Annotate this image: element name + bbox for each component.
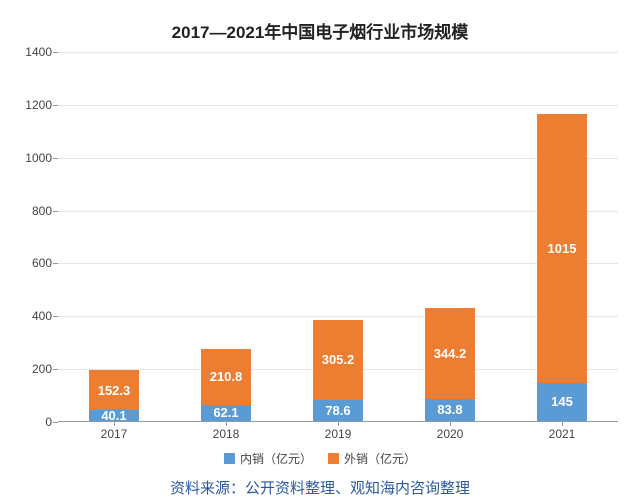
x-tick-label: 2019 xyxy=(325,421,352,441)
source-caption: 资料来源：公开资料整理、观知海内咨询整理 xyxy=(0,477,640,498)
bar-group: 1015 145 xyxy=(537,114,586,421)
y-tick-label: 200 xyxy=(32,362,58,376)
bar-segment-export: 1015 xyxy=(537,114,586,382)
bar-segment-export: 344.2 xyxy=(425,308,474,399)
legend: 内销（亿元） 外销（亿元） xyxy=(0,450,640,467)
legend-swatch xyxy=(224,453,235,464)
bar-value-label: 152.3 xyxy=(98,383,131,398)
grid-line xyxy=(58,263,618,264)
bar-group: 152.3 40.1 xyxy=(89,370,138,421)
legend-swatch xyxy=(328,453,339,464)
bar-segment-export: 152.3 xyxy=(89,370,138,410)
bar-value-label: 344.2 xyxy=(434,346,467,361)
bar-segment-domestic: 145 xyxy=(537,383,586,421)
bar-group: 210.8 62.1 xyxy=(201,349,250,421)
grid-line xyxy=(58,211,618,212)
y-tick-label: 600 xyxy=(32,256,58,270)
bar-segment-export: 210.8 xyxy=(201,349,250,405)
y-tick-label: 800 xyxy=(32,204,58,218)
grid-line xyxy=(58,52,618,53)
grid-line xyxy=(58,158,618,159)
bar-value-label: 78.6 xyxy=(325,403,350,418)
y-tick-label: 400 xyxy=(32,309,58,323)
chart-title: 2017—2021年中国电子烟行业市场规模 xyxy=(18,18,622,43)
legend-item-export: 外销（亿元） xyxy=(328,450,416,467)
y-tick-label: 1400 xyxy=(25,45,58,59)
bar-segment-domestic: 83.8 xyxy=(425,399,474,421)
legend-label: 内销（亿元） xyxy=(240,450,312,467)
bar-value-label: 1015 xyxy=(548,241,577,256)
plot-area: 02004006008001000120014002017152.340.120… xyxy=(58,52,618,422)
bar-value-label: 210.8 xyxy=(210,369,243,384)
x-tick-label: 2017 xyxy=(101,421,128,441)
x-tick-label: 2020 xyxy=(437,421,464,441)
bar-segment-domestic: 78.6 xyxy=(313,400,362,421)
grid-line xyxy=(58,105,618,106)
bar-value-label: 145 xyxy=(551,394,573,409)
bar-segment-export: 305.2 xyxy=(313,320,362,401)
y-tick-label: 0 xyxy=(45,415,58,429)
x-tick-label: 2018 xyxy=(213,421,240,441)
legend-item-domestic: 内销（亿元） xyxy=(224,450,312,467)
bar-value-label: 40.1 xyxy=(101,408,126,423)
bar-segment-domestic: 40.1 xyxy=(89,410,138,421)
bar-value-label: 83.8 xyxy=(437,402,462,417)
bar-group: 305.2 78.6 xyxy=(313,320,362,421)
legend-label: 外销（亿元） xyxy=(344,450,416,467)
y-tick-label: 1200 xyxy=(25,98,58,112)
bar-group: 344.2 83.8 xyxy=(425,308,474,421)
x-tick-label: 2021 xyxy=(549,421,576,441)
chart-container: 2017—2021年中国电子烟行业市场规模 0 200 400 600 800 1000 1… xyxy=(0,0,640,504)
bar-value-label: 305.2 xyxy=(322,352,355,367)
bar-segment-domestic: 62.1 xyxy=(201,405,250,421)
bar-value-label: 62.1 xyxy=(213,405,238,420)
grid-line xyxy=(58,316,618,317)
y-tick-label: 1000 xyxy=(25,151,58,165)
